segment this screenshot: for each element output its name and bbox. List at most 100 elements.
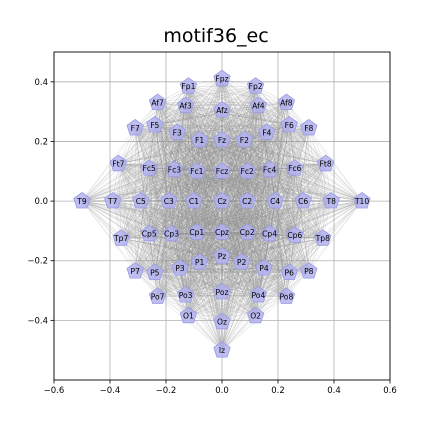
axis-ticks: −0.6 −0.4 −0.2 0.0 0.2 0.4 0.6 0.4 0.2 0.0 −0.2 −0.… [27, 78, 396, 396]
edge [171, 232, 248, 235]
edge [168, 86, 256, 202]
edge [157, 86, 256, 297]
edge [171, 233, 287, 297]
edge [148, 86, 256, 235]
edge [269, 125, 290, 234]
edge [154, 86, 256, 273]
edge [135, 270, 186, 296]
edge [221, 102, 287, 202]
edge [134, 139, 223, 272]
edge [221, 78, 287, 297]
edge [185, 201, 195, 296]
edge [263, 238, 323, 269]
node-marker [322, 192, 340, 209]
edge [185, 127, 310, 296]
edge [174, 169, 181, 269]
edge [135, 127, 332, 202]
edge [185, 294, 223, 351]
edge [221, 78, 290, 273]
edge [121, 238, 223, 351]
edge [274, 102, 287, 202]
node-label: Cp3 [164, 230, 179, 239]
edge [246, 132, 268, 202]
edge [118, 163, 156, 273]
edge [185, 201, 223, 296]
edge [168, 201, 186, 296]
edge [174, 169, 200, 263]
edge [112, 171, 223, 202]
edge [188, 294, 259, 317]
edge [135, 270, 223, 351]
edge [112, 200, 186, 296]
edge [149, 233, 223, 323]
edge [258, 235, 296, 296]
edge [196, 124, 290, 233]
edge [81, 200, 172, 235]
edge [221, 200, 248, 257]
edge [168, 200, 290, 273]
edge [221, 78, 295, 169]
edge [221, 200, 363, 323]
edge [196, 171, 223, 293]
edge [258, 270, 309, 296]
edge [221, 232, 265, 269]
edge [140, 171, 223, 202]
edge [121, 232, 197, 239]
edge [185, 105, 363, 202]
node-label: Po8 [280, 292, 294, 301]
node-marker [353, 192, 371, 209]
edge [185, 105, 310, 272]
edge [196, 169, 270, 233]
edge [135, 127, 248, 172]
edge [112, 105, 186, 202]
edge [221, 139, 295, 236]
edge [81, 105, 186, 202]
node-marker [277, 287, 296, 304]
edge [196, 171, 256, 316]
edge [269, 127, 309, 170]
edge [185, 105, 245, 141]
edge [135, 105, 186, 129]
edge [171, 139, 245, 235]
edge [247, 232, 290, 273]
edge [118, 163, 169, 202]
edge [274, 125, 290, 202]
edge [176, 132, 223, 351]
node-t10: T10 [353, 192, 371, 209]
edge [81, 109, 223, 202]
edge [149, 168, 323, 239]
edge [176, 132, 223, 293]
edge [149, 124, 290, 235]
edge [266, 132, 363, 202]
node-p4: P4 [255, 259, 273, 276]
edge [185, 105, 267, 133]
edge [221, 232, 287, 297]
edge [171, 233, 223, 257]
edge [134, 127, 189, 316]
edge [157, 102, 223, 202]
edge [221, 270, 309, 351]
edge [171, 233, 256, 317]
edge [241, 163, 326, 263]
edge [174, 169, 242, 263]
edge [196, 110, 223, 172]
edge [266, 132, 326, 165]
edge [81, 163, 119, 202]
edge [188, 233, 270, 317]
edge [157, 200, 248, 297]
edge [246, 201, 259, 296]
node-label: T8 [325, 197, 336, 206]
edge [157, 102, 245, 141]
edge [140, 200, 223, 233]
edge [179, 232, 223, 269]
edge [196, 171, 223, 233]
node-label: F5 [150, 121, 159, 130]
edge [154, 168, 295, 273]
edge [112, 200, 156, 273]
node-label: Fc5 [143, 164, 157, 173]
edge [81, 200, 259, 296]
edge [269, 200, 363, 235]
edge [134, 169, 175, 272]
edge [258, 201, 276, 296]
edge [221, 200, 304, 351]
